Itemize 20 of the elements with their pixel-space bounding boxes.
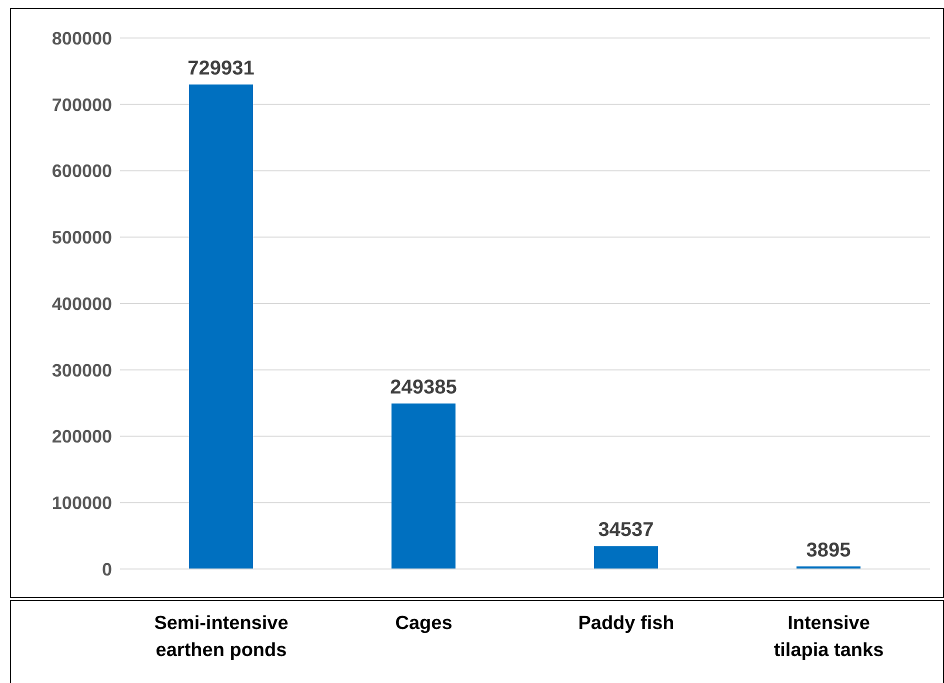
bar	[189, 84, 253, 569]
bar	[594, 546, 658, 569]
y-tick-label: 200000	[52, 426, 112, 447]
y-tick-label: 800000	[52, 28, 112, 48]
y-tick-label: 700000	[52, 94, 112, 115]
data-label: 249385	[390, 376, 457, 398]
data-label: 729931	[188, 58, 254, 80]
x-tick-label: Semi-intensive earthen ponds	[154, 613, 288, 661]
data-label: 34537	[598, 519, 654, 542]
y-tick-label: 300000	[52, 360, 112, 380]
bar	[392, 403, 456, 569]
y-tick-label: 400000	[52, 294, 112, 314]
x-tick-label: Paddy fish	[578, 613, 674, 634]
y-tick-label: 600000	[52, 161, 112, 182]
y-tick-label: 500000	[52, 228, 112, 248]
y-tick-label: 100000	[52, 493, 112, 514]
data-label: 3895	[806, 539, 851, 562]
y-tick-label: 0	[102, 559, 112, 580]
x-tick-label: Cages	[395, 613, 452, 634]
x-tick-label: Intensive tilapia tanks	[774, 613, 884, 661]
